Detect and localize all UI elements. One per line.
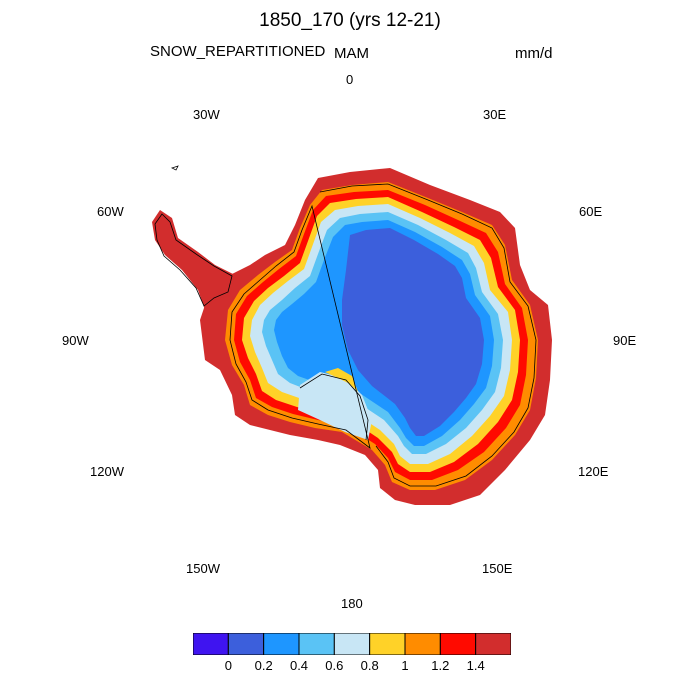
lon-label-120w: 120W xyxy=(90,464,124,479)
lon-label-60w: 60W xyxy=(97,204,124,219)
coastline-peninsula xyxy=(154,213,233,307)
lon-label-120e: 120E xyxy=(578,464,609,479)
lon-label-30e: 30E xyxy=(483,107,507,122)
antarctica-map xyxy=(152,165,552,505)
variable-name: SNOW_REPARTITIONED xyxy=(150,43,326,60)
colorbar xyxy=(193,633,511,655)
lon-label-90w: 90W xyxy=(62,333,89,348)
coastline-ross xyxy=(299,373,369,441)
colorbar-tick-label: 0.4 xyxy=(289,658,309,673)
season-label: MAM xyxy=(334,45,369,62)
lon-label-180: 180 xyxy=(341,596,363,611)
units-label: mm/d xyxy=(515,45,553,62)
lon-label-90e: 90E xyxy=(613,333,637,348)
colorbar-swatch xyxy=(439,633,477,655)
colorbar-tick-label: 1 xyxy=(401,658,409,673)
map-title: 1850_170 (yrs 12-21) xyxy=(259,10,441,31)
colorbar-swatch xyxy=(263,633,300,655)
colorbar-tick-label: 0.6 xyxy=(325,658,344,673)
lon-label-30w: 30W xyxy=(193,107,220,122)
colorbar-tick-label: 1.2 xyxy=(431,658,450,673)
colorbar-swatch xyxy=(475,633,511,655)
colorbar-swatch xyxy=(369,633,406,655)
colorbar-swatch xyxy=(298,633,335,655)
lon-label-60e: 60E xyxy=(579,204,603,219)
colorbar-tick-label: 0 xyxy=(224,658,232,673)
colorbar-tick-label: 0.2 xyxy=(254,658,273,673)
coastline-east xyxy=(229,183,537,487)
colorbar-tick-label: 0.8 xyxy=(360,658,379,673)
colorbar-swatch xyxy=(193,633,229,655)
colorbar-swatch xyxy=(227,633,265,655)
lon-label-150w: 150W xyxy=(186,561,220,576)
colorbar-swatch xyxy=(404,633,441,655)
lon-label-150e: 150E xyxy=(482,561,513,576)
lon-label-0: 0 xyxy=(346,72,354,87)
ross-ice-shelf-edge xyxy=(325,368,358,392)
plateau-interior xyxy=(342,228,484,436)
colorbar-swatch xyxy=(333,633,371,655)
colorbar-tick-label: 1.4 xyxy=(466,658,485,673)
antarctic-peninsula xyxy=(152,210,235,310)
island-outline xyxy=(170,165,179,171)
